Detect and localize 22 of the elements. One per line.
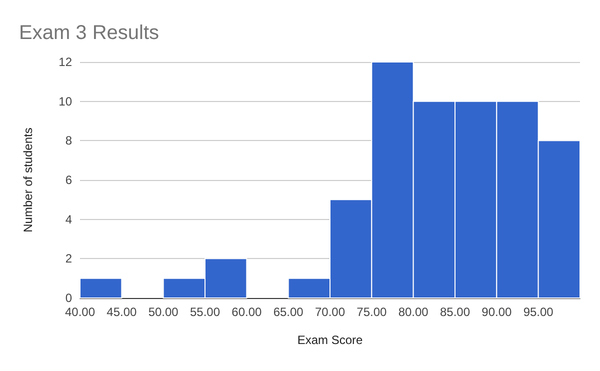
x-tick-label: 65.00 bbox=[273, 305, 304, 319]
y-tick-label: 6 bbox=[65, 173, 72, 187]
x-tick-label: 60.00 bbox=[232, 305, 262, 319]
y-tick-label: 4 bbox=[65, 212, 72, 226]
y-tick-label: 2 bbox=[65, 252, 72, 266]
y-tick-label: 12 bbox=[58, 55, 72, 69]
x-tick-label: 85.00 bbox=[440, 305, 470, 319]
x-tick-label: 75.00 bbox=[356, 305, 388, 319]
y-tick-label: 8 bbox=[65, 134, 72, 148]
chart-title: Exam 3 Results bbox=[19, 22, 160, 44]
x-axis-title: Exam Score bbox=[297, 333, 363, 347]
x-tick-label: 40.00 bbox=[64, 305, 96, 319]
x-tick-label: 70.00 bbox=[314, 305, 346, 319]
y-tick-label: 0 bbox=[65, 291, 72, 305]
x-tick-label: 95.00 bbox=[523, 305, 554, 319]
x-tick-label: 80.00 bbox=[398, 305, 429, 319]
x-tick-label: 55.00 bbox=[190, 305, 220, 319]
x-tick-label: 45.00 bbox=[106, 305, 138, 319]
y-tick-label: 10 bbox=[58, 94, 72, 108]
x-tick-label: 50.00 bbox=[148, 305, 179, 319]
x-tick-label: 90.00 bbox=[482, 305, 512, 319]
y-axis-title: Number of students bbox=[21, 128, 35, 232]
